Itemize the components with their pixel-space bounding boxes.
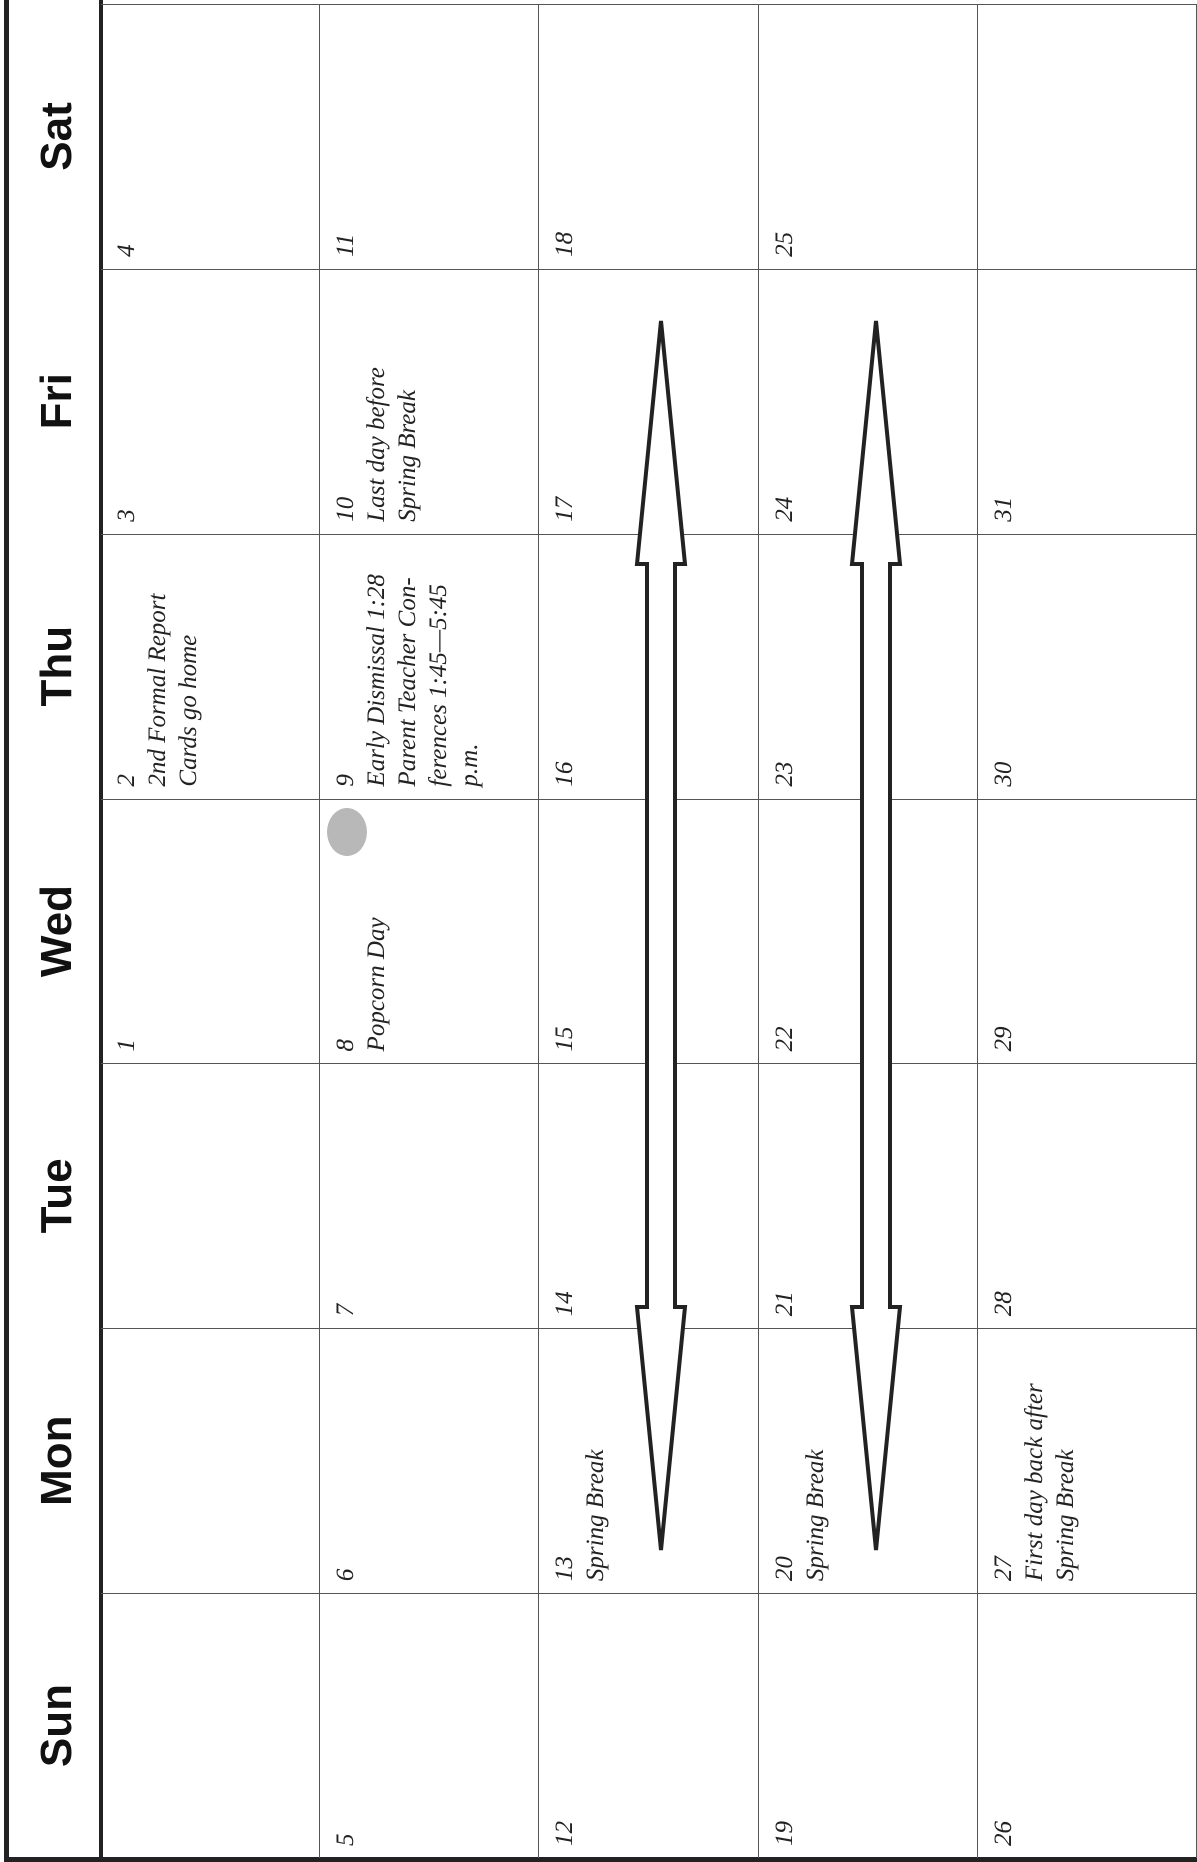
day-header: Wed — [31, 884, 81, 978]
popcorn-image — [327, 808, 367, 856]
day-header: Thu — [31, 625, 81, 707]
day-header: Tue — [31, 1158, 81, 1234]
arrow — [849, 320, 903, 1551]
day-header: Fri — [31, 373, 81, 430]
day-header: Sun — [31, 1684, 81, 1768]
day-header: Mon — [31, 1415, 81, 1506]
day-header: Sat — [31, 102, 81, 171]
arrow — [634, 320, 688, 1551]
